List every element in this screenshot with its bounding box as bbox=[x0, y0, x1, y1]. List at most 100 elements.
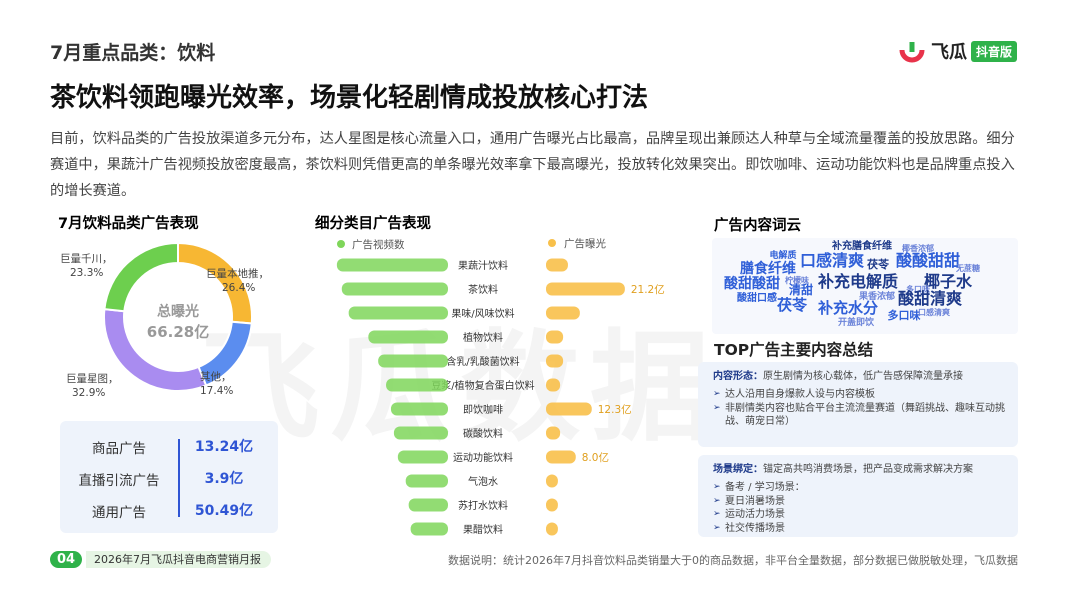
stats-label: 通用广告 bbox=[92, 505, 146, 521]
category-label: 碳酸饮料 bbox=[463, 427, 503, 440]
summary-label: 场景绑定： bbox=[713, 464, 763, 475]
wordcloud-bg bbox=[712, 238, 1018, 334]
legend-marker bbox=[337, 240, 345, 248]
slice-label: 巨量本地推， bbox=[206, 267, 269, 280]
category-label: 气泡水 bbox=[468, 475, 498, 488]
cloud-word: 酸甜口感 bbox=[737, 291, 777, 304]
slice-value: 26.4% bbox=[222, 282, 255, 294]
cloud-word: 口感清爽 bbox=[918, 307, 950, 317]
cloud-word: 果香浓郁 bbox=[858, 290, 895, 302]
bar bbox=[546, 282, 625, 296]
cloud-word: 茯苓 bbox=[866, 257, 890, 271]
cloud-word: 电解质 bbox=[769, 249, 796, 261]
intro: 目前，饮料品类的广告投放渠道多元分布，达人星图是核心流量入口，通用广告曝光占比最… bbox=[50, 131, 1015, 199]
bar bbox=[546, 474, 558, 488]
category-label: 植物饮料 bbox=[463, 331, 503, 344]
bullet: 达人沿用自身爆款人设与内容模板 bbox=[713, 388, 1018, 402]
logo: 飞瓜 抖音版 bbox=[897, 38, 1017, 64]
wordcloud-title: 广告内容词云 bbox=[714, 216, 801, 234]
summary-label: 内容形态： bbox=[713, 371, 763, 382]
cloud-word: 多口味 bbox=[906, 284, 930, 294]
cloud-word: 酸甜清爽 bbox=[898, 289, 962, 308]
stats-value: 3.9亿 bbox=[204, 471, 244, 487]
stats-value: 13.24亿 bbox=[194, 439, 254, 455]
bar bbox=[546, 306, 580, 320]
bar bbox=[390, 402, 448, 416]
slice-label: 巨量星图， bbox=[66, 373, 119, 385]
logo-badge: 抖音版 bbox=[970, 40, 1017, 62]
cloud-word: 酸甜酸甜 bbox=[724, 275, 780, 292]
slice-value: 17.4% bbox=[200, 385, 233, 397]
bar bbox=[546, 498, 558, 512]
bar bbox=[393, 426, 448, 440]
section-title: 7月重点品类：饮料 bbox=[50, 42, 216, 64]
cloud-word: 酸酸甜甜 bbox=[896, 251, 960, 270]
cloud-word: 开盖即饮 bbox=[838, 316, 875, 328]
chart-title: 细分类目广告表现 bbox=[315, 214, 431, 232]
watermark: 飞瓜数据 bbox=[200, 290, 720, 464]
bar bbox=[546, 378, 561, 392]
bar bbox=[336, 258, 448, 272]
stats-label: 直播引流广告 bbox=[78, 473, 160, 489]
legend-label: 广告曝光 bbox=[564, 237, 606, 250]
stats-row: 直播引流广告 3.9亿 bbox=[60, 461, 278, 493]
cloud-word: 柠檬味 bbox=[785, 275, 809, 285]
bullet-list: 备考 / 学习场景：夏日消暑场景运动活力场景社交传播场景 bbox=[713, 481, 1018, 535]
logo-icon bbox=[899, 42, 925, 63]
legend-marker bbox=[548, 239, 556, 247]
cloud-word: 椰香浓郁 bbox=[902, 243, 934, 253]
legend-label: 广告视频数 bbox=[352, 238, 405, 251]
category-label: 果蔬汁饮料 bbox=[458, 259, 508, 272]
summary-head: 内容形态：原生剧情为核心载体，低广告感保障流量承接 bbox=[713, 370, 1018, 384]
bar bbox=[546, 330, 564, 344]
data-label: 8.0亿 bbox=[582, 451, 609, 464]
cloud-word: 补充水分 bbox=[817, 299, 878, 317]
page-title: 茶饮料领跑曝光效率，场景化轻剧情成投放核心打法 bbox=[50, 83, 649, 113]
bar bbox=[368, 330, 448, 344]
slice-label: 其他， bbox=[200, 370, 232, 383]
cloud-word: 补充膳食纤维 bbox=[831, 239, 892, 252]
stats-table: 商品广告 13.24亿 直播引流广告 3.9亿 通用广告 50.49亿 bbox=[60, 421, 278, 533]
cloud-word: 补充电解质 bbox=[817, 272, 898, 291]
summary-box: 内容形态：原生剧情为核心载体，低广告感保障流量承接达人沿用自身爆款人设与内容模板… bbox=[698, 362, 1018, 447]
stats-row: 商品广告 13.24亿 bbox=[60, 429, 278, 461]
cloud-word: 椰子水 bbox=[924, 272, 973, 291]
cloud-word: 膳食纤维 bbox=[740, 260, 796, 277]
category-label: 运动功能饮料 bbox=[453, 451, 513, 464]
stats-label: 商品广告 bbox=[92, 441, 146, 457]
bullet: 非剧情类内容也贴合平台主流流量赛道（舞蹈挑战、趣味互动挑战、萌宠日常） bbox=[713, 402, 1018, 429]
center-title: 总曝光 bbox=[157, 303, 199, 320]
summary-text: 原生剧情为核心载体，低广告感保障流量承接 bbox=[763, 371, 963, 382]
bar bbox=[378, 354, 448, 368]
bar bbox=[410, 522, 448, 536]
bar bbox=[546, 426, 561, 440]
bar bbox=[348, 306, 448, 320]
category-label: 果醋饮料 bbox=[463, 523, 503, 536]
summary-title: TOP广告主要内容总结 bbox=[714, 341, 874, 359]
summary-head: 场景绑定：锚定高共鸣消费场景，把产品变成需求解决方案 bbox=[713, 463, 1018, 477]
category-label: 苏打水饮料 bbox=[458, 499, 508, 512]
bullet: 运动活力场景 bbox=[713, 508, 1018, 522]
bar bbox=[405, 474, 448, 488]
bar bbox=[397, 450, 448, 464]
category-label: 茶饮料 bbox=[468, 283, 498, 296]
donut-slice bbox=[103, 308, 208, 392]
bar bbox=[408, 498, 448, 512]
bar bbox=[386, 378, 448, 392]
bar bbox=[546, 258, 568, 272]
category-label: 果味/风味饮料 bbox=[451, 307, 514, 320]
slice-value: 23.3% bbox=[70, 267, 103, 279]
bar bbox=[341, 282, 448, 296]
page-number: 04 bbox=[50, 551, 82, 568]
cloud-word: 口感清爽 bbox=[800, 251, 864, 270]
data-label: 21.2亿 bbox=[631, 283, 665, 296]
cloud-word: 多口味 bbox=[888, 308, 921, 322]
cloud-word: 茯苓 bbox=[777, 296, 808, 314]
slice-label: 巨量千川， bbox=[60, 253, 113, 265]
bullet-list: 达人沿用自身爆款人设与内容模板非剧情类内容也贴合平台主流流量赛道（舞蹈挑战、趣味… bbox=[713, 388, 1018, 429]
summary-text: 锚定高共鸣消费场景，把产品变成需求解决方案 bbox=[763, 464, 973, 475]
category-label: 即饮咖啡 bbox=[463, 403, 503, 416]
bar bbox=[546, 354, 564, 368]
